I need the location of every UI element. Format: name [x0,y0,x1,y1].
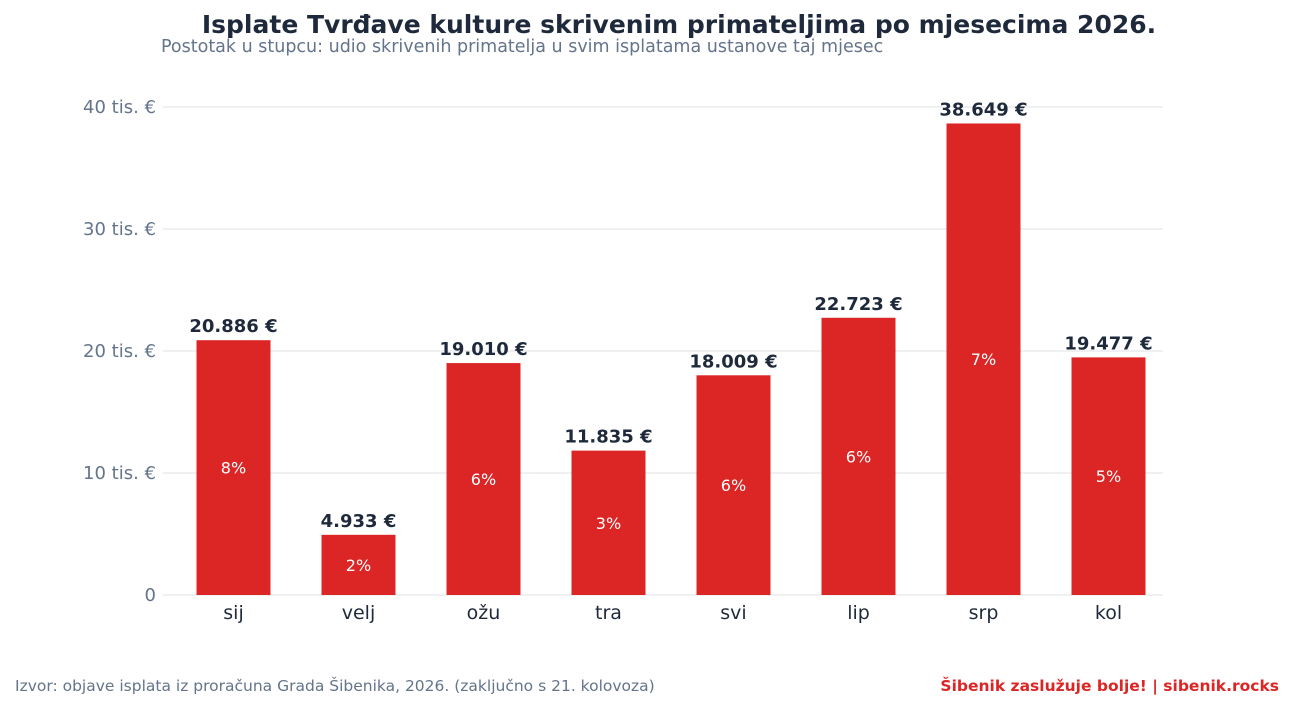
bar-value-label: 38.649 € [939,99,1027,120]
x-tick-label: kol [1095,602,1122,624]
bar-percent-label: 7% [971,350,996,369]
bar [446,363,521,595]
y-tick-label: 10 tis. € [83,463,156,484]
bar-value-label: 20.886 € [189,316,277,337]
x-tick-label: sij [223,602,243,624]
bar [196,340,271,595]
bar-value-label: 4.933 € [321,511,397,532]
x-tick-label: velj [342,602,376,624]
bar-percent-label: 2% [346,556,371,575]
x-tick-label: lip [847,602,870,624]
x-axis-ticks: sij velj ožu tra svi lip srp kol [223,602,1122,624]
bar-value-label: 22.723 € [814,294,902,315]
bar-percent-label: 8% [221,459,246,478]
bar [821,317,896,595]
bar-percent-label: 3% [596,514,621,533]
chart-subtitle: Postotak u stupcu: udio skrivenih primat… [161,37,884,57]
y-tick-label: 40 tis. € [83,97,156,118]
x-tick-label: ožu [467,602,501,624]
y-tick-label: 0 [145,585,156,606]
bar [1071,357,1146,595]
chart-title: Isplate Tvrđave kulture skrivenim primat… [201,10,1157,39]
y-axis-ticks: 0 10 tis. € 20 tis. € 30 tis. € 40 tis. € [83,97,156,606]
x-tick-label: tra [595,602,622,624]
x-tick-label: svi [720,602,746,624]
bar [321,534,396,595]
bar-value-label: 18.009 € [689,351,777,372]
y-tick-label: 30 tis. € [83,219,156,240]
bar [696,375,771,595]
bars: 20.886 € 8% 4.933 € 2% 19.010 € 6% 11.835 € 3% 1… [189,99,1153,595]
bar [946,123,1021,595]
bar-percent-label: 6% [846,447,871,466]
bar-percent-label: 5% [1096,467,1121,486]
bar-percent-label: 6% [471,470,496,489]
brand-link[interactable]: Šibenik zaslužuje bolje! | sibenik.rocks [940,677,1279,695]
bar [571,450,646,595]
bar-value-label: 19.477 € [1064,333,1152,354]
bar-value-label: 19.010 € [439,339,527,360]
x-tick-label: srp [969,602,999,624]
bar-value-label: 11.835 € [564,427,652,448]
bar-percent-label: 6% [721,476,746,495]
y-tick-label: 20 tis. € [83,341,156,362]
bar-chart: 0 10 tis. € 20 tis. € 30 tis. € 40 tis. € 20… [83,97,1163,624]
source-note: Izvor: objave isplata iz proračuna Grada… [15,677,655,695]
